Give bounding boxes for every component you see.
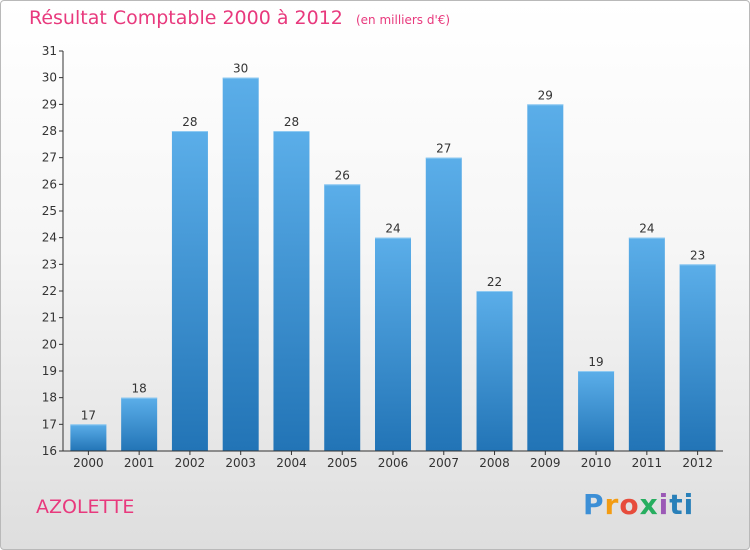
- y-tick-label: 20: [42, 337, 57, 351]
- y-tick-label: 23: [42, 257, 57, 271]
- y-tick-label: 29: [42, 97, 57, 111]
- bar-value-label: 18: [132, 382, 147, 396]
- bar-value-label: 24: [639, 222, 654, 236]
- x-tick-label: 2000: [73, 456, 104, 470]
- bar: [121, 397, 158, 451]
- bar-value-label: 27: [436, 142, 451, 156]
- bar: [425, 157, 462, 451]
- logo-letter: r: [604, 488, 620, 521]
- bar-value-label: 23: [690, 248, 705, 262]
- logo-letter: o: [619, 488, 640, 521]
- x-tick-label: 2006: [378, 456, 409, 470]
- y-tick-label: 18: [42, 391, 57, 405]
- x-tick-label: 2002: [175, 456, 206, 470]
- x-tick-label: 2004: [276, 456, 307, 470]
- bar: [324, 184, 361, 452]
- chart-unit-text: (en milliers d'€): [355, 13, 451, 27]
- y-tick-label: 16: [42, 444, 57, 458]
- logo-letter: i: [658, 488, 670, 521]
- logo-letter: x: [639, 488, 659, 521]
- x-tick-label: 2011: [632, 456, 663, 470]
- y-tick-label: 31: [42, 44, 57, 58]
- bar: [222, 77, 259, 452]
- bar-value-label: 22: [487, 275, 502, 289]
- bar-value-label: 26: [335, 168, 350, 182]
- bar: [628, 237, 665, 451]
- y-tick-label: 25: [42, 204, 57, 218]
- x-tick-label: 2001: [124, 456, 155, 470]
- x-tick-label: 2008: [479, 456, 510, 470]
- bar-value-label: 28: [284, 115, 299, 129]
- x-tick-label: 2009: [530, 456, 561, 470]
- y-tick-label: 28: [42, 124, 57, 138]
- y-tick-label: 21: [42, 311, 57, 325]
- bar-value-label: 28: [182, 115, 197, 129]
- place-name: AZOLETTE: [36, 496, 135, 518]
- y-tick-label: 22: [42, 284, 57, 298]
- x-tick-label: 2007: [428, 456, 459, 470]
- chart-title: Résultat Comptable 2000 à 2012 (en milli…: [29, 7, 450, 29]
- bar: [578, 371, 615, 451]
- bar-value-label: 24: [385, 222, 400, 236]
- x-tick-label: 2005: [327, 456, 358, 470]
- bars: 17 18 28 30 28 26 24 27 22 29 19 24 23: [70, 62, 716, 452]
- y-axis: 16 17 18 19 20 21 22 23 24 25 26 27 28 29 30 31: [42, 44, 64, 458]
- logo-letter: P: [583, 488, 605, 521]
- bar-value-label: 29: [538, 88, 553, 102]
- y-tick-label: 26: [42, 177, 57, 191]
- x-tick-label: 2010: [581, 456, 612, 470]
- y-tick-label: 27: [42, 151, 57, 165]
- bar: [273, 131, 310, 451]
- bar-value-label: 19: [588, 355, 603, 369]
- bar-value-label: 30: [233, 62, 248, 76]
- bar: [476, 291, 513, 451]
- x-tick-label: 2012: [682, 456, 713, 470]
- bar: [171, 131, 208, 451]
- x-axis: 2000 2001 2002 2003 2004 2005 2006 2007 2008 2009…: [63, 450, 723, 470]
- proxiti-logo: Proxiti: [583, 488, 694, 521]
- bar-value-label: 17: [81, 408, 96, 422]
- y-tick-label: 19: [42, 364, 57, 378]
- y-tick-label: 17: [42, 417, 57, 431]
- chart-title-text: Résultat Comptable 2000 à 2012: [29, 7, 343, 29]
- x-tick-label: 2003: [225, 456, 256, 470]
- bar: [679, 264, 716, 451]
- bar: [527, 104, 564, 451]
- bar: [375, 237, 411, 451]
- logo-letter: ti: [669, 488, 695, 521]
- bar: [70, 424, 107, 451]
- y-tick-label: 30: [42, 71, 57, 85]
- y-tick-label: 24: [42, 231, 57, 245]
